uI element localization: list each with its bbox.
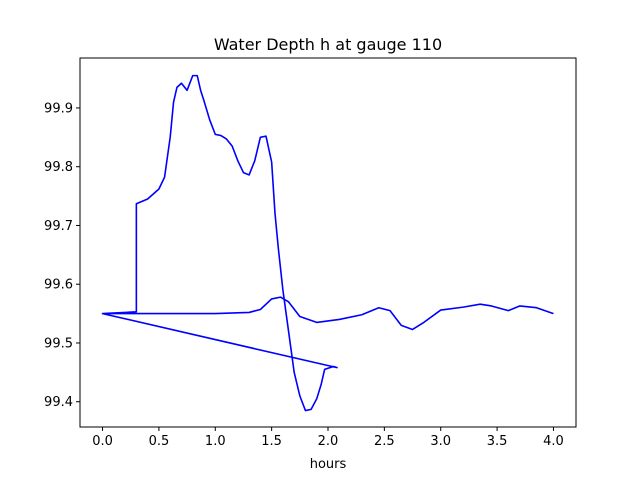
x-tick-label: 0.0 (92, 434, 113, 449)
y-tick-label: 99.4 (44, 395, 73, 410)
series-line-0 (101, 74, 554, 412)
x-tick-label: 2.0 (318, 434, 339, 449)
y-tick-label: 99.7 (44, 219, 73, 234)
x-tick-label: 3.0 (430, 434, 451, 449)
y-tick-label: 99.8 (44, 160, 73, 175)
plot-area: 0.0 0.5 1.0 1.5 2.0 2.5 3.0 3.5 4.0 99.4 99.5 99.6 9… (44, 57, 577, 449)
y-tick-label: 99.9 (44, 101, 73, 116)
x-axis-label: hours (310, 457, 347, 472)
x-tick-label: 3.5 (487, 434, 508, 449)
x-tick-label: 4.0 (543, 434, 564, 449)
x-tick-label: 0.5 (149, 434, 170, 449)
chart-title: Water Depth h at gauge 110 (214, 35, 442, 54)
y-tick-label: 99.6 (44, 278, 73, 293)
plot-frame (79, 57, 577, 428)
x-tick-label: 1.5 (261, 434, 282, 449)
x-tick-label: 1.0 (205, 434, 226, 449)
x-tick-label: 2.5 (374, 434, 395, 449)
y-tick-label: 99.5 (44, 336, 73, 351)
